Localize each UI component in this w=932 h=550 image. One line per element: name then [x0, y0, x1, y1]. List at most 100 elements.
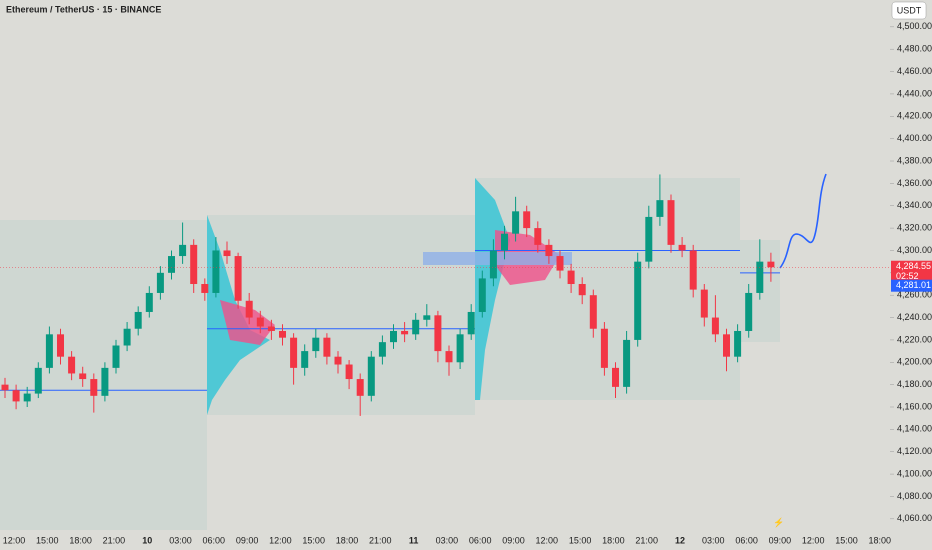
y-tick-label: 4,060.00 [897, 513, 932, 523]
candle-body [445, 351, 453, 363]
candle-body [190, 244, 198, 285]
y-tick-label: 4,120.00 [897, 446, 932, 456]
candle-body [612, 367, 619, 387]
x-tick-label: 15:00 [569, 535, 592, 545]
x-tick-label: 15:00 [302, 535, 325, 545]
y-tick-label: 4,140.00 [897, 424, 932, 434]
candle-body [556, 256, 564, 271]
y-tick-label: 4,400.00 [897, 133, 932, 143]
candle-body [523, 211, 531, 229]
x-tick-label: 12:00 [269, 535, 292, 545]
x-tick-label: 09:00 [769, 535, 792, 545]
candle-body [134, 311, 142, 329]
candle-body [79, 373, 87, 380]
candle-body [512, 211, 520, 234]
candle-body [301, 351, 309, 368]
y-tick-label: 4,180.00 [897, 379, 932, 389]
candle-body [467, 311, 475, 335]
x-tick-label: 11 [409, 535, 419, 545]
y-tick-label: 4,500.00 [897, 21, 932, 31]
candle-body [12, 390, 20, 402]
candle-body [489, 250, 497, 279]
x-tick-label: 03:00 [436, 535, 459, 545]
candle-body [34, 367, 42, 394]
y-tick-label: 4,200.00 [897, 357, 932, 367]
x-tick-label: 12:00 [802, 535, 825, 545]
y-tick-label: 4,300.00 [897, 245, 932, 255]
x-tick-label: 09:00 [236, 535, 259, 545]
candle-body [456, 334, 464, 363]
candle-body [578, 284, 586, 296]
candle-body [734, 330, 742, 357]
x-tick-label: 12:00 [536, 535, 559, 545]
candle-body [700, 289, 708, 318]
candle-body [645, 216, 653, 262]
candle-body [256, 317, 264, 327]
x-tick-label: 15:00 [835, 535, 858, 545]
x-tick-label: 18:00 [69, 535, 92, 545]
candle-body [656, 200, 664, 217]
candle-body [245, 300, 253, 318]
candle-body [667, 200, 675, 245]
y-tick-label: 4,100.00 [897, 468, 932, 478]
candle-body [57, 334, 64, 357]
candle-body [212, 250, 220, 293]
y-tick-label: 4,320.00 [897, 222, 932, 232]
y-tick-label: 4,260.00 [897, 290, 932, 300]
candle-body [279, 330, 286, 338]
x-tick-label: 18:00 [336, 535, 359, 545]
candle-body [434, 315, 442, 352]
y-tick-label: 4,480.00 [897, 44, 932, 54]
candle-body [678, 244, 686, 251]
candle-body [545, 244, 553, 257]
currency-label: USDT [897, 5, 922, 15]
candle-body [1, 384, 9, 391]
candle-body [23, 393, 31, 402]
x-tick-label: 09:00 [502, 535, 525, 545]
highlight-zone [423, 252, 572, 265]
candle-body [168, 256, 175, 273]
x-tick-label: 18:00 [869, 535, 892, 545]
candle-body [312, 337, 320, 352]
candle-body [367, 356, 375, 396]
y-tick-label: 4,220.00 [897, 334, 932, 344]
candle-body [623, 339, 631, 387]
candle-body [323, 337, 331, 357]
candle-body [745, 292, 753, 331]
y-tick-label: 4,080.00 [897, 491, 932, 501]
chart-title: Ethereum / TetherUS · 15 · BINANCE [6, 4, 161, 14]
last-price-label: 4,284.55 [896, 261, 931, 271]
y-tick-label: 4,340.00 [897, 200, 932, 210]
candle-body [390, 330, 397, 343]
candle-body [689, 250, 697, 290]
currency-badge[interactable] [891, 1, 927, 20]
x-tick-label: 21:00 [635, 535, 658, 545]
candle-body [767, 261, 775, 268]
x-tick-label: 10 [142, 535, 152, 545]
candle-body [45, 334, 53, 368]
candle-body [201, 284, 209, 293]
candle-body [267, 326, 275, 331]
x-tick-label: 06:00 [469, 535, 492, 545]
x-tick-label: 15:00 [36, 535, 59, 545]
candle-body [412, 319, 420, 335]
candle-body [600, 328, 608, 368]
candle-body [345, 364, 353, 380]
event-icon[interactable]: ⚡ [773, 516, 784, 528]
candle-body [334, 356, 342, 365]
candle-body [756, 261, 764, 293]
x-tick-label: 12:00 [3, 535, 26, 545]
x-tick-label: 21:00 [103, 535, 126, 545]
volume-profile [220, 300, 275, 345]
countdown-label: 02:52 [896, 271, 919, 281]
y-tick-label: 4,160.00 [897, 401, 932, 411]
x-tick-label: 03:00 [702, 535, 725, 545]
candle-body [356, 379, 364, 396]
x-tick-label: 12 [675, 535, 685, 545]
y-tick-label: 4,460.00 [897, 66, 932, 76]
candle-body [290, 337, 298, 368]
y-tick-label: 4,240.00 [897, 312, 932, 322]
candle-body [423, 315, 431, 320]
candle-body [145, 292, 153, 312]
